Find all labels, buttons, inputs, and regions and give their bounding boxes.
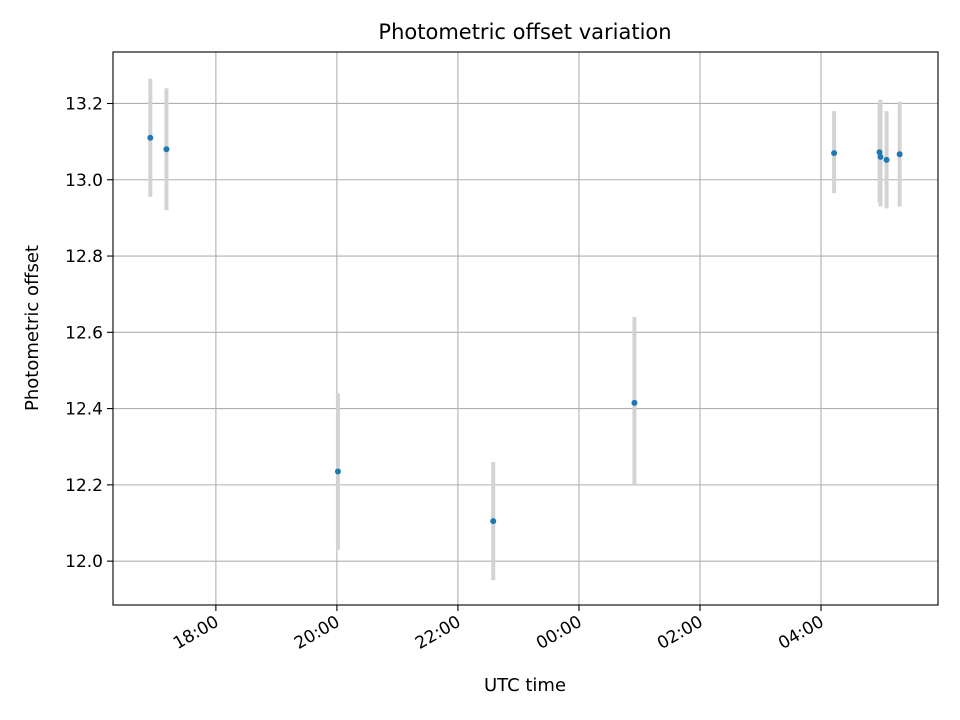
x-axis-title: UTC time [484, 675, 566, 696]
y-tick-label: 13.0 [65, 171, 103, 191]
data-point [877, 153, 884, 160]
data-point [883, 156, 890, 163]
y-tick-label: 12.0 [65, 552, 103, 572]
data-point [876, 149, 883, 156]
data-point [163, 146, 170, 153]
y-tick-label: 12.2 [65, 476, 103, 496]
y-axis-ticks: 12.0 12.2 12.4 12.6 12.8 13.0 13.2 [65, 94, 113, 572]
y-tick-label: 12.8 [65, 247, 103, 267]
data-point [147, 134, 154, 141]
y-tick-label: 13.2 [65, 94, 103, 114]
data-point [490, 518, 497, 525]
data-point [334, 468, 341, 475]
data-points [147, 134, 903, 525]
y-tick-label: 12.4 [65, 400, 103, 420]
data-point [831, 150, 838, 157]
plot-frame [112, 51, 939, 606]
data-point [631, 399, 638, 406]
chart-title: Photometric offset variation [378, 20, 671, 44]
y-axis-title: Photometric offset [22, 245, 43, 411]
data-point [896, 151, 903, 158]
y-tick-label: 12.6 [65, 323, 103, 343]
grid [113, 52, 938, 605]
